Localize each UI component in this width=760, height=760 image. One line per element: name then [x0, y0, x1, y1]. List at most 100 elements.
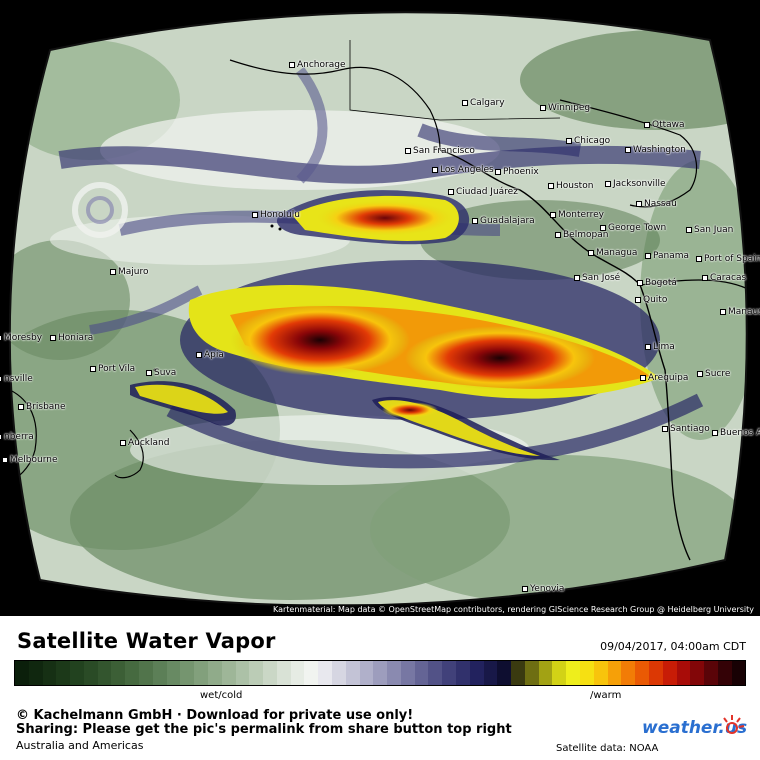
color-scale-swatch: [304, 661, 319, 685]
city-label: Sucre: [697, 369, 730, 379]
color-scale-swatch: [180, 661, 195, 685]
color-scale-swatch: [15, 661, 29, 685]
city-label: Port of Spain: [696, 254, 760, 264]
color-scale-swatch: [331, 661, 346, 685]
city-label: Caracas: [702, 273, 746, 283]
color-scale-swatch: [345, 661, 360, 685]
city-label: Melbourne: [2, 455, 58, 465]
city-label: Ottawa: [644, 120, 685, 130]
color-scale-swatch: [387, 661, 401, 685]
sharing-notice: Sharing: Please get the pic's permalink …: [16, 722, 512, 737]
data-source: Satellite data: NOAA: [556, 743, 659, 754]
color-scale-swatch: [635, 661, 649, 685]
city-label: Lima: [645, 342, 675, 352]
color-scale-swatch: [56, 661, 71, 685]
city-label: Bogotá: [637, 278, 677, 288]
color-scale-swatch: [704, 661, 718, 685]
color-scale-swatch: [139, 661, 153, 685]
city-label: Managua: [588, 248, 637, 258]
city-label: Yenovia: [522, 584, 564, 594]
city-label: Phoenix: [495, 167, 539, 177]
color-scale-swatch: [42, 661, 57, 685]
city-label: George Town: [600, 223, 666, 233]
color-scale-swatch: [194, 661, 208, 685]
city-label: Manaus: [720, 307, 760, 317]
color-scale-swatch: [648, 661, 663, 685]
color-scale-swatch: [70, 661, 84, 685]
city-label: Anchorage: [289, 60, 346, 70]
city-label: San Francisco: [405, 146, 475, 156]
color-scale-swatch: [593, 661, 608, 685]
color-scale-swatch: [28, 661, 43, 685]
color-scale-swatch: [235, 661, 250, 685]
color-scale-swatch: [690, 661, 705, 685]
city-label: Jacksonville: [605, 179, 666, 189]
brand-logo[interactable]: weather.us: [642, 718, 748, 738]
page-title: Satellite Water Vapor: [17, 629, 276, 653]
city-label: Port Vila: [90, 364, 135, 374]
copyright-notice: © Kachelmann GmbH · Download for private…: [16, 708, 414, 723]
color-scale-swatch: [538, 661, 553, 685]
legend-panel: [0, 616, 760, 760]
city-label: Arequipa: [640, 373, 688, 383]
city-label: Panama: [645, 251, 689, 261]
legend-warm-label: /warm: [590, 690, 622, 701]
color-scale-swatch: [442, 661, 456, 685]
color-scale-swatch: [469, 661, 484, 685]
sun-icon: [723, 715, 745, 734]
color-scale-swatch: [497, 661, 512, 685]
city-label: Washington: [625, 145, 686, 155]
city-label: Brisbane: [18, 402, 66, 412]
color-scale-swatch: [152, 661, 167, 685]
timestamp: 09/04/2017, 04:00am CDT: [600, 640, 746, 653]
water-vapor-imagery: [8, 11, 748, 607]
color-scale-swatch: [483, 661, 498, 685]
city-label: Houston: [548, 181, 593, 191]
color-scale-swatch: [676, 661, 691, 685]
color-scale-swatch: [524, 661, 539, 685]
color-scale-swatch: [249, 661, 264, 685]
color-scale-swatch: [125, 661, 140, 685]
city-label: nsville: [0, 374, 33, 384]
color-scale-swatch: [428, 661, 443, 685]
color-scale-swatch: [83, 661, 98, 685]
map-attribution[interactable]: Kartenmaterial: Map data © OpenStreetMap…: [269, 604, 757, 615]
legend-wet-label: wet/cold: [200, 690, 243, 701]
color-scale-swatch: [359, 661, 374, 685]
color-scale-swatch: [566, 661, 581, 685]
color-scale-swatch: [207, 661, 222, 685]
city-label: Moresby: [0, 333, 42, 343]
city-label: Monterrey: [550, 210, 604, 220]
region-label: Australia and Americas: [16, 739, 144, 752]
city-label: Ciudad Juárez: [448, 187, 518, 197]
color-scale-swatch: [166, 661, 181, 685]
color-scale-swatch: [717, 661, 732, 685]
city-label: nberra: [0, 432, 34, 442]
color-scale-swatch: [731, 661, 746, 685]
color-scale-swatch: [662, 661, 677, 685]
city-label: Apia: [196, 350, 224, 360]
city-label: Honolulu: [252, 210, 300, 220]
color-scale-swatch: [290, 661, 305, 685]
color-scale-swatch: [111, 661, 126, 685]
city-label: Buenos Aires: [712, 428, 760, 438]
color-scale-swatch: [400, 661, 415, 685]
color-scale-swatch: [511, 661, 525, 685]
color-scale-swatch: [97, 661, 112, 685]
color-scale-swatch: [607, 661, 622, 685]
city-label: Los Angeles: [432, 165, 494, 175]
city-label: Suva: [146, 368, 176, 378]
satellite-map: Anchorage Calgary Winnipeg Ottawa Chicago Was…: [0, 0, 760, 616]
city-label: Chicago: [566, 136, 610, 146]
city-label: Majuro: [110, 267, 149, 277]
color-scale-swatch: [276, 661, 291, 685]
color-scale-swatch: [552, 661, 567, 685]
color-scale-swatch: [318, 661, 332, 685]
color-scale-swatch: [221, 661, 236, 685]
color-scale-swatch: [263, 661, 277, 685]
city-label: Calgary: [462, 98, 505, 108]
city-label: Quito: [635, 295, 667, 305]
city-label: Honiara: [50, 333, 93, 343]
color-scale-bar: [14, 660, 746, 686]
color-scale-swatch: [580, 661, 594, 685]
